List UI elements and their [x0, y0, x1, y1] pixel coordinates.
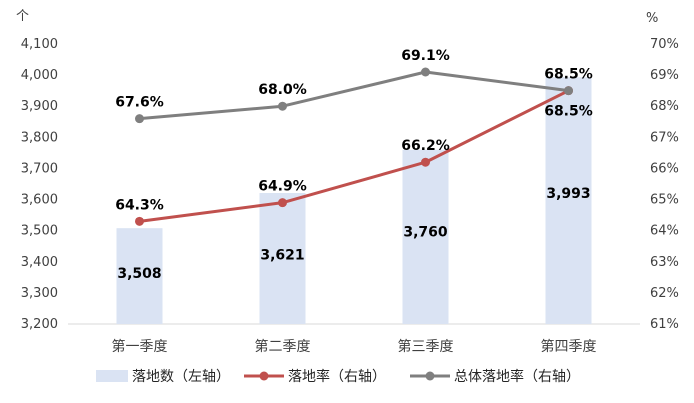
left-tick-label: 3,700 [21, 161, 58, 176]
line-data-label: 69.1% [401, 48, 450, 64]
line-point [421, 67, 430, 77]
right-tick-label: 61% [650, 317, 679, 332]
legend-label: 落地数（左轴） [132, 369, 230, 385]
bar [402, 149, 449, 324]
right-tick-label: 69% [650, 68, 679, 83]
series-line [139, 89, 570, 223]
right-tick-label: 67% [650, 130, 679, 145]
legend-swatch-marker [259, 371, 269, 381]
line-data-label: 67.6% [115, 95, 164, 111]
right-tick-label: 70% [650, 37, 679, 52]
x-category-label: 第二季度 [255, 338, 311, 355]
legend: 落地数（左轴） 落地率（右轴） 总体落地率（右轴） [96, 368, 580, 385]
line-point [564, 86, 573, 96]
right-tick-label: 63% [650, 255, 679, 270]
line-data-label: 68.5% [544, 67, 593, 83]
left-tick-label: 3,300 [21, 286, 58, 301]
line-point [278, 101, 287, 111]
bar-data-label: 3,508 [117, 266, 161, 282]
left-tick-label: 3,500 [21, 224, 58, 239]
data-labels: 3,508 3,621 3,760 3,993 64.3% 64.9% 66.2% 68.5%… [115, 48, 593, 282]
left-tick-label: 4,000 [21, 68, 58, 83]
legend-swatch-bar [96, 370, 128, 382]
series-line [139, 70, 569, 121]
right-tick-label: 65% [650, 193, 679, 208]
left-axis-unit: 个 [16, 9, 29, 24]
line-point [135, 114, 144, 124]
left-tick-label: 3,900 [21, 99, 58, 114]
left-tick-label: 3,400 [21, 255, 58, 270]
x-category-label: 第三季度 [398, 338, 454, 355]
bar-data-label: 3,621 [260, 248, 304, 264]
line-data-label: 64.9% [258, 179, 307, 195]
bar-series [116, 77, 592, 325]
bar-data-label: 3,760 [403, 225, 448, 241]
bar [545, 77, 592, 325]
bar [259, 193, 306, 324]
left-tick-label: 3,800 [21, 130, 58, 145]
x-category-label: 第四季度 [541, 338, 597, 355]
right-tick-label: 68% [650, 99, 679, 114]
left-tick-label: 3,600 [21, 193, 58, 208]
bar [116, 228, 163, 324]
legend-label: 总体落地率（右轴） [454, 368, 580, 385]
line-data-label: 68.0% [258, 82, 307, 98]
right-tick-label: 66% [650, 161, 679, 176]
line-data-label: 66.2% [401, 138, 450, 154]
x-category-label: 第一季度 [112, 338, 168, 355]
line-data-label: 68.5% [544, 104, 593, 120]
right-tick-label: 62% [650, 286, 679, 301]
line-series [135, 67, 573, 226]
line-point [278, 198, 287, 208]
left-tick-label: 4,100 [21, 37, 58, 52]
legend-label: 落地率（右轴） [288, 368, 386, 385]
legend-swatch-marker [425, 371, 435, 381]
line-point [421, 157, 430, 167]
right-axis-unit: % [646, 11, 658, 26]
axes: 3,200 3,300 3,400 3,500 3,600 3,700 3,800 3,900… [21, 37, 679, 355]
bar-data-label: 3,993 [546, 186, 590, 202]
line-point [135, 216, 144, 226]
right-tick-label: 64% [650, 224, 679, 239]
left-tick-label: 3,200 [21, 317, 58, 332]
line-data-label: 64.3% [115, 197, 164, 213]
